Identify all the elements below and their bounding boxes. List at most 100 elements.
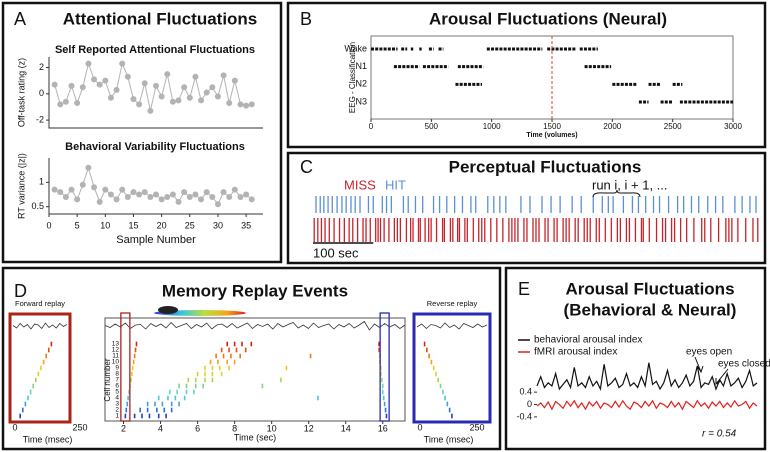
panel-frame	[1, 266, 502, 451]
inset-title: Reverse replay	[427, 299, 478, 308]
y-tick-label: -0.4	[516, 411, 532, 421]
panel-label: D	[14, 281, 27, 301]
point	[96, 81, 103, 88]
point	[57, 101, 64, 108]
point	[62, 98, 69, 105]
point	[124, 73, 131, 80]
point	[124, 193, 131, 200]
panel-title: Attentional Fluctuations	[63, 9, 258, 28]
y-tick-label: 2	[115, 407, 119, 414]
point	[231, 186, 238, 193]
x-tick-label: 0	[46, 220, 51, 230]
point	[237, 193, 244, 200]
y-tick-label: 5	[115, 389, 119, 396]
point	[85, 60, 92, 67]
x-axis-label: Sample Number	[116, 234, 196, 246]
panel-title: Arousal Fluctuations	[565, 279, 734, 298]
point	[85, 164, 92, 171]
x-tick-label: 12	[304, 423, 314, 433]
point	[186, 193, 193, 200]
inset-trace	[416, 322, 488, 330]
point	[51, 186, 58, 193]
point	[186, 94, 193, 101]
x-tick-label: 3000	[724, 122, 742, 131]
point	[214, 93, 221, 100]
y-tick-label: 12	[112, 347, 120, 354]
arrow	[694, 356, 704, 374]
x-tick-label: 250	[469, 422, 484, 432]
x-tick-label: 25	[185, 220, 195, 230]
point	[175, 198, 182, 205]
panel-title: Arousal Fluctuations (Neural)	[429, 9, 667, 28]
point	[57, 189, 64, 196]
point	[237, 101, 244, 108]
inset-title: Forward replay	[15, 299, 65, 308]
x-axis-label: Time (sec)	[234, 432, 276, 442]
y-tick-label: 11	[112, 353, 119, 360]
x-axis-label: Time (msec)	[23, 434, 73, 444]
y-tick-label: 8	[115, 371, 119, 378]
point	[51, 81, 58, 88]
legend-label: HIT	[385, 177, 406, 192]
point	[192, 191, 199, 198]
point	[198, 97, 205, 104]
y-tick-label: 9	[115, 365, 119, 372]
point	[231, 77, 238, 84]
point	[226, 100, 233, 107]
x-tick-label: 10	[267, 423, 277, 433]
point	[136, 101, 143, 108]
point	[243, 102, 250, 109]
point	[181, 189, 188, 196]
x-tick-label: 2500	[664, 122, 682, 131]
point	[158, 93, 165, 100]
point	[243, 191, 250, 198]
panel-frame	[286, 151, 767, 265]
point	[96, 198, 103, 205]
y-tick-label: 4	[115, 395, 119, 402]
chart-title: Behavioral Variability Fluctuations	[65, 141, 245, 153]
point	[214, 201, 221, 208]
y-tick-label: 0	[39, 88, 44, 98]
point	[198, 196, 205, 203]
x-tick-label: 30	[213, 220, 223, 230]
point	[203, 189, 210, 196]
panel-label: B	[300, 9, 312, 29]
panel-title: Memory Replay Events	[162, 281, 348, 300]
y-tick-label: 1	[39, 177, 44, 187]
y-axis-label: Cell number	[103, 358, 112, 401]
point	[175, 97, 182, 104]
point	[164, 193, 171, 200]
x-tick-label: 14	[341, 423, 351, 433]
panel-label: A	[14, 9, 26, 29]
point	[68, 82, 75, 89]
x-tick-label: 16	[378, 423, 388, 433]
inset-frame	[8, 312, 72, 424]
point	[107, 191, 114, 198]
point	[79, 181, 86, 188]
x-tick-label: 1000	[483, 122, 501, 131]
panel-label: E	[518, 279, 530, 299]
x-tick-label: 1500	[543, 122, 561, 131]
point	[220, 72, 227, 79]
x-tick-label: 0	[369, 122, 374, 131]
x-tick-label: 2000	[603, 122, 621, 131]
point	[91, 76, 98, 83]
series-line	[54, 61, 252, 112]
point	[220, 189, 227, 196]
arrow	[715, 368, 729, 385]
point	[62, 193, 69, 200]
point	[107, 94, 114, 101]
y-tick-label: N2	[355, 79, 367, 89]
point	[130, 96, 137, 103]
y-axis-label: Off-task rating (z)	[16, 58, 26, 127]
y-tick-label: 0	[527, 399, 532, 409]
lfp-trace	[104, 320, 406, 331]
x-tick-label: 250	[72, 422, 87, 432]
panel-title: Perceptual Fluctuations	[449, 157, 642, 176]
replay-window	[379, 312, 390, 422]
point	[209, 193, 216, 200]
point	[130, 189, 137, 196]
series-line	[536, 362, 758, 392]
